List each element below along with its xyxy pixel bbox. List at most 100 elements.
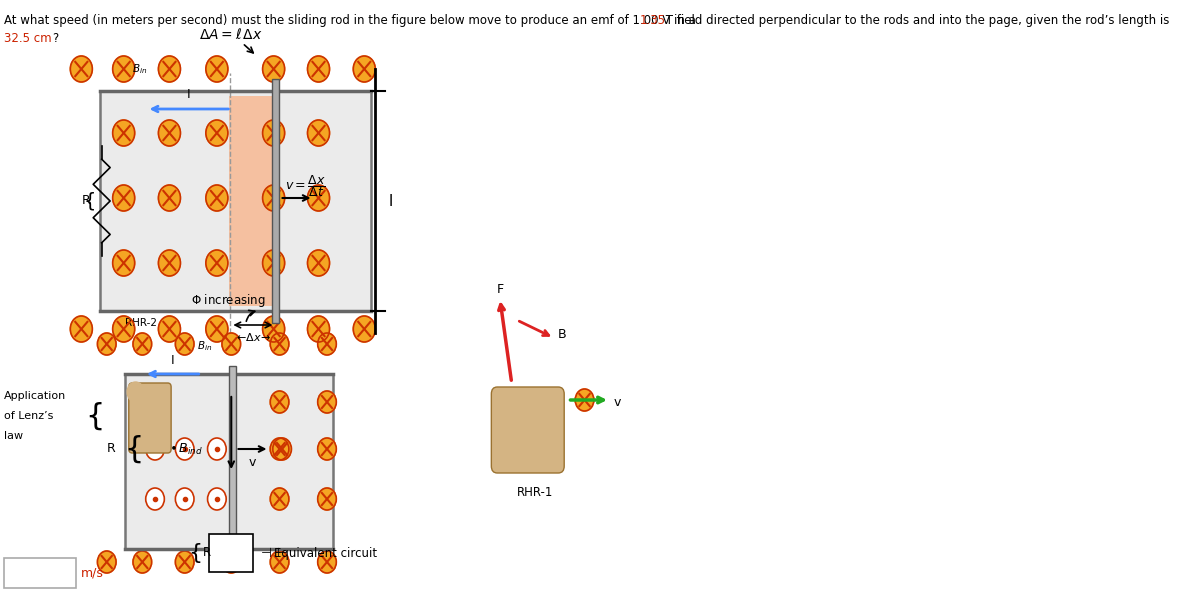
Text: At what speed (in meters per second) must the sliding rod in the figure below mo: At what speed (in meters per second) mus… bbox=[5, 14, 700, 27]
Text: l: l bbox=[389, 194, 394, 209]
Text: R: R bbox=[107, 442, 115, 455]
Text: v: v bbox=[248, 456, 256, 469]
Circle shape bbox=[270, 391, 289, 413]
Text: v: v bbox=[613, 396, 620, 409]
Circle shape bbox=[97, 333, 116, 355]
Text: R: R bbox=[203, 547, 211, 560]
Text: {: { bbox=[124, 434, 144, 464]
Circle shape bbox=[318, 391, 336, 413]
Circle shape bbox=[113, 185, 134, 211]
Circle shape bbox=[307, 56, 330, 82]
Circle shape bbox=[71, 316, 92, 342]
Circle shape bbox=[158, 185, 180, 211]
Circle shape bbox=[318, 333, 336, 355]
Text: R: R bbox=[82, 194, 90, 207]
Bar bbox=[5, 558, 77, 588]
Circle shape bbox=[145, 438, 164, 460]
Text: Equivalent circuit: Equivalent circuit bbox=[275, 547, 378, 560]
Bar bbox=[100, 91, 371, 311]
Circle shape bbox=[208, 488, 226, 510]
Circle shape bbox=[175, 333, 194, 355]
Circle shape bbox=[222, 333, 240, 355]
Circle shape bbox=[263, 316, 284, 342]
FancyBboxPatch shape bbox=[491, 387, 564, 473]
Bar bbox=[125, 374, 332, 549]
Text: 1.35: 1.35 bbox=[640, 14, 666, 27]
Circle shape bbox=[263, 56, 284, 82]
Text: $\mathsf{\dashv\vdash}$: $\mathsf{\dashv\vdash}$ bbox=[258, 546, 288, 560]
Circle shape bbox=[318, 488, 336, 510]
Circle shape bbox=[175, 551, 194, 573]
Text: B: B bbox=[558, 328, 566, 341]
Circle shape bbox=[270, 551, 289, 573]
Circle shape bbox=[97, 551, 116, 573]
Circle shape bbox=[127, 382, 144, 402]
Text: of Lenz’s: of Lenz’s bbox=[5, 411, 54, 421]
Bar bbox=[229, 366, 235, 566]
Text: m/s: m/s bbox=[80, 567, 103, 579]
Circle shape bbox=[145, 488, 164, 510]
Bar bbox=[271, 79, 280, 323]
Text: RHR-1: RHR-1 bbox=[517, 486, 553, 499]
Circle shape bbox=[206, 120, 228, 146]
Text: ?: ? bbox=[53, 32, 59, 45]
Circle shape bbox=[307, 120, 330, 146]
Circle shape bbox=[71, 56, 92, 82]
Circle shape bbox=[158, 56, 180, 82]
Text: $B_{in}$: $B_{in}$ bbox=[132, 62, 148, 76]
Circle shape bbox=[272, 438, 292, 460]
Circle shape bbox=[206, 316, 228, 342]
Circle shape bbox=[158, 250, 180, 276]
Circle shape bbox=[113, 120, 134, 146]
Circle shape bbox=[307, 185, 330, 211]
Text: RHR-2: RHR-2 bbox=[125, 318, 157, 328]
Text: T field directed perpendicular to the rods and into the page, given the rod’s le: T field directed perpendicular to the ro… bbox=[662, 14, 1170, 27]
Text: $\Delta A = \ell\,\Delta x$: $\Delta A = \ell\,\Delta x$ bbox=[199, 27, 263, 42]
Circle shape bbox=[353, 56, 376, 82]
Text: $\leftarrow\!\Delta x\!\rightarrow$: $\leftarrow\!\Delta x\!\rightarrow$ bbox=[234, 331, 271, 343]
Circle shape bbox=[263, 185, 284, 211]
Circle shape bbox=[270, 333, 289, 355]
Circle shape bbox=[526, 389, 545, 411]
Circle shape bbox=[133, 551, 151, 573]
Text: I: I bbox=[172, 354, 175, 367]
Circle shape bbox=[206, 56, 228, 82]
Text: F: F bbox=[497, 283, 504, 296]
Text: {: { bbox=[188, 543, 202, 563]
Text: {: { bbox=[85, 402, 104, 430]
Circle shape bbox=[318, 438, 336, 460]
FancyBboxPatch shape bbox=[128, 383, 172, 453]
Circle shape bbox=[263, 120, 284, 146]
Circle shape bbox=[158, 120, 180, 146]
Text: {: { bbox=[83, 191, 96, 210]
Text: Application: Application bbox=[5, 391, 66, 401]
Bar bbox=[229, 96, 272, 306]
Circle shape bbox=[270, 488, 289, 510]
Text: I: I bbox=[187, 88, 191, 101]
Text: $\Phi$ increasing: $\Phi$ increasing bbox=[192, 292, 266, 309]
Text: $B_{in}$: $B_{in}$ bbox=[197, 339, 212, 353]
Circle shape bbox=[158, 316, 180, 342]
Circle shape bbox=[307, 316, 330, 342]
Circle shape bbox=[206, 250, 228, 276]
Circle shape bbox=[318, 551, 336, 573]
Circle shape bbox=[208, 438, 226, 460]
Circle shape bbox=[206, 185, 228, 211]
Circle shape bbox=[353, 316, 376, 342]
Circle shape bbox=[175, 488, 194, 510]
Circle shape bbox=[175, 438, 194, 460]
Circle shape bbox=[113, 56, 134, 82]
Text: law: law bbox=[5, 431, 23, 441]
Circle shape bbox=[133, 333, 151, 355]
Circle shape bbox=[263, 250, 284, 276]
Circle shape bbox=[145, 391, 164, 413]
Circle shape bbox=[222, 551, 240, 573]
Bar bbox=[209, 534, 253, 572]
Text: $\bullet\, B_{ind}$: $\bullet\, B_{ind}$ bbox=[169, 442, 204, 457]
Circle shape bbox=[575, 389, 594, 411]
Circle shape bbox=[307, 250, 330, 276]
Circle shape bbox=[113, 316, 134, 342]
Circle shape bbox=[270, 438, 289, 460]
Text: $v = \dfrac{\Delta x}{\Delta t}$: $v = \dfrac{\Delta x}{\Delta t}$ bbox=[284, 173, 325, 199]
Text: 32.5 cm: 32.5 cm bbox=[5, 32, 52, 45]
